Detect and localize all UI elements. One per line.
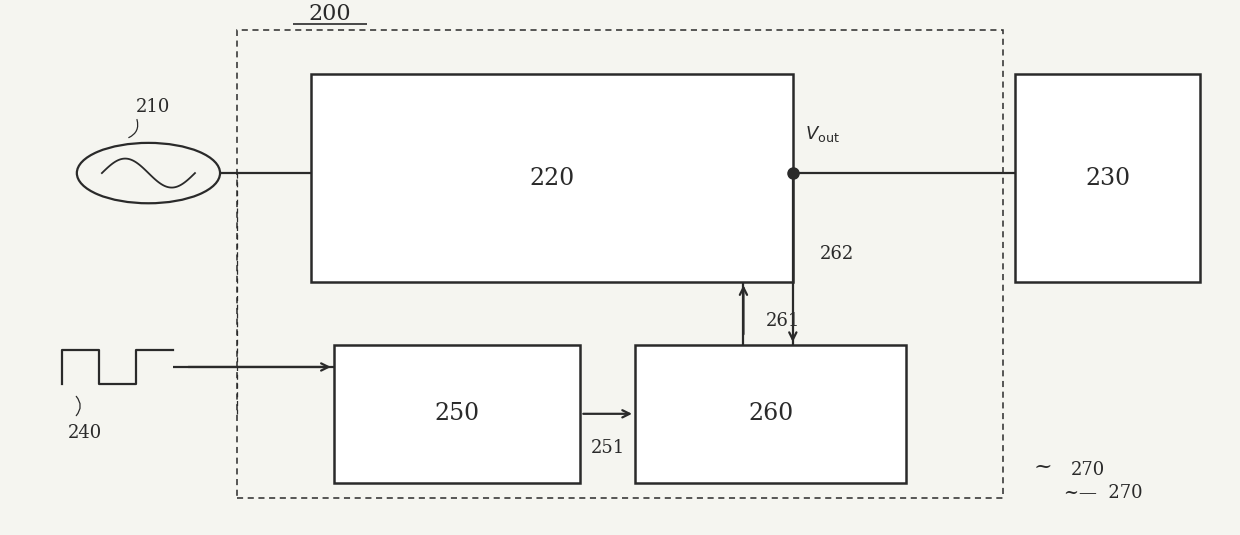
Text: $V_\mathrm{out}$: $V_\mathrm{out}$: [805, 125, 839, 144]
Text: ~: ~: [1033, 456, 1053, 478]
FancyBboxPatch shape: [334, 345, 580, 483]
FancyBboxPatch shape: [1016, 74, 1200, 282]
Text: 270: 270: [1070, 461, 1105, 479]
Text: ~—  270: ~— 270: [1064, 484, 1143, 502]
FancyBboxPatch shape: [311, 74, 792, 282]
Text: 261: 261: [765, 312, 800, 331]
Text: 260: 260: [748, 402, 794, 425]
Text: 200: 200: [309, 3, 351, 25]
Text: 262: 262: [820, 244, 854, 263]
Text: 220: 220: [529, 167, 574, 190]
FancyBboxPatch shape: [635, 345, 906, 483]
Text: 230: 230: [1085, 167, 1130, 190]
Text: 251: 251: [590, 439, 625, 457]
Text: 210: 210: [136, 98, 170, 117]
Text: 240: 240: [68, 424, 103, 442]
Text: 250: 250: [434, 402, 480, 425]
